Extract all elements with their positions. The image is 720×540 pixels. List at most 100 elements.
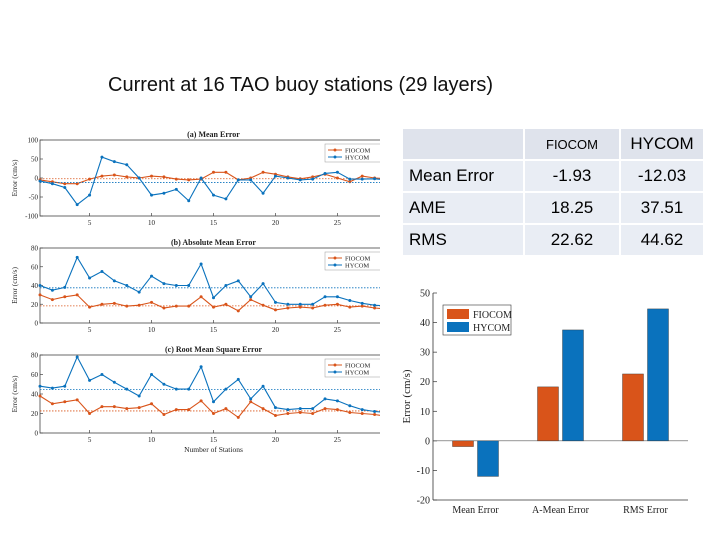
data-point-fiocom (88, 412, 92, 415)
data-point-hycom (273, 174, 277, 178)
data-point-fiocom (261, 170, 265, 174)
data-point-hycom (187, 199, 191, 203)
y-tick-label: 0 (35, 320, 39, 328)
data-point-hycom (323, 171, 327, 175)
data-point-hycom (286, 302, 290, 306)
row-label: Mean Error (403, 161, 523, 191)
data-point-fiocom (261, 407, 265, 411)
y-axis-label: Error (cm/s) (10, 267, 19, 304)
data-point-hycom (311, 177, 315, 181)
legend-marker (333, 155, 337, 159)
data-point-hycom (298, 178, 302, 182)
data-point-hycom (112, 279, 116, 283)
data-point-fiocom (273, 308, 277, 312)
data-point-hycom (286, 408, 290, 412)
data-point-hycom (298, 302, 302, 306)
legend-marker (333, 256, 337, 260)
data-point-fiocom (286, 306, 290, 310)
data-point-hycom (88, 193, 92, 197)
legend-marker (333, 363, 337, 367)
data-point-fiocom (199, 295, 203, 299)
legend-swatch (447, 322, 469, 332)
y-tick-label: 30 (420, 348, 430, 359)
data-point-hycom (137, 394, 141, 398)
data-point-fiocom (335, 176, 339, 180)
data-point-hycom (187, 284, 191, 287)
data-point-hycom (360, 177, 364, 181)
plot-frame (39, 247, 380, 324)
data-point-hycom (212, 193, 215, 197)
data-point-hycom (236, 377, 240, 381)
y-tick-label: -20 (417, 496, 430, 507)
y-tick-label: 10 (420, 407, 430, 418)
legend-label: FIOCOM (473, 310, 512, 321)
data-point-fiocom (162, 306, 166, 310)
data-point-hycom (261, 282, 265, 286)
data-point-hycom (373, 410, 377, 414)
data-point-hycom (38, 384, 42, 388)
data-point-hycom (125, 284, 129, 287)
bar-fiocom (622, 373, 644, 442)
table-row: AME 18.25 37.51 (403, 193, 703, 223)
y-tick-label: 60 (31, 263, 39, 271)
data-point-hycom (100, 155, 104, 159)
data-point-hycom (311, 407, 315, 411)
data-point-hycom (75, 203, 79, 207)
data-point-fiocom (174, 408, 178, 412)
x-tick-label: A-Mean Error (532, 505, 590, 516)
y-tick-label: -50 (29, 194, 39, 202)
y-tick-label: 50 (31, 156, 39, 164)
slide-title: Current at 16 TAO buoy stations (29 laye… (108, 74, 493, 96)
table-row: RMS 22.62 44.62 (403, 225, 703, 255)
data-point-fiocom (125, 407, 129, 411)
y-tick-label: 100 (28, 137, 39, 145)
x-tick-label: 20 (272, 436, 280, 444)
data-point-hycom (162, 282, 166, 286)
fiocom-value: -1.93 (525, 161, 619, 191)
data-point-hycom (112, 160, 116, 164)
data-point-fiocom (88, 177, 92, 181)
bar-hycom (477, 440, 499, 477)
data-point-fiocom (63, 295, 67, 299)
data-point-fiocom (112, 173, 116, 177)
data-point-fiocom (298, 411, 302, 415)
data-point-hycom (38, 179, 42, 183)
data-point-hycom (224, 284, 228, 287)
data-point-fiocom (199, 399, 203, 403)
data-point-hycom (63, 285, 67, 289)
data-point-fiocom (236, 309, 240, 313)
y-tick-label: 0 (35, 430, 39, 438)
data-point-fiocom (137, 406, 141, 410)
plot-frame (39, 354, 380, 434)
data-point-hycom (261, 384, 265, 388)
data-point-fiocom (125, 175, 129, 179)
chart-title: (c) Root Mean Square Error (165, 345, 262, 354)
data-point-hycom (373, 303, 377, 307)
legend-label: HYCOM (345, 262, 369, 269)
x-tick-label: 25 (334, 436, 342, 444)
mean-error-line-chart: (a) Mean Error Error (cm/s) -100 -50 0 50 100 5… (10, 130, 380, 227)
data-point-hycom (137, 290, 141, 294)
data-point-fiocom (150, 402, 154, 406)
x-tick-label: 25 (334, 219, 342, 227)
data-point-fiocom (100, 405, 104, 409)
data-point-fiocom (224, 407, 228, 411)
table-header-row: FIOCOM HYCOM (403, 129, 703, 159)
x-tick-label: 15 (210, 326, 218, 334)
data-point-hycom (311, 302, 315, 306)
data-point-hycom (100, 373, 104, 376)
data-point-fiocom (286, 412, 290, 415)
data-point-hycom (286, 176, 290, 180)
data-point-fiocom (38, 394, 42, 398)
y-tick-label: 0 (425, 436, 430, 447)
data-point-hycom (298, 407, 302, 411)
data-point-hycom (150, 373, 154, 376)
data-point-fiocom (162, 175, 166, 179)
data-point-hycom (150, 274, 154, 278)
data-point-hycom (323, 397, 327, 401)
y-tick-label: 60 (31, 371, 39, 379)
data-point-fiocom (38, 293, 42, 297)
table-header-hycom: HYCOM (621, 129, 703, 159)
legend-label: FIOCOM (345, 255, 371, 262)
y-tick-label: 20 (31, 301, 39, 309)
